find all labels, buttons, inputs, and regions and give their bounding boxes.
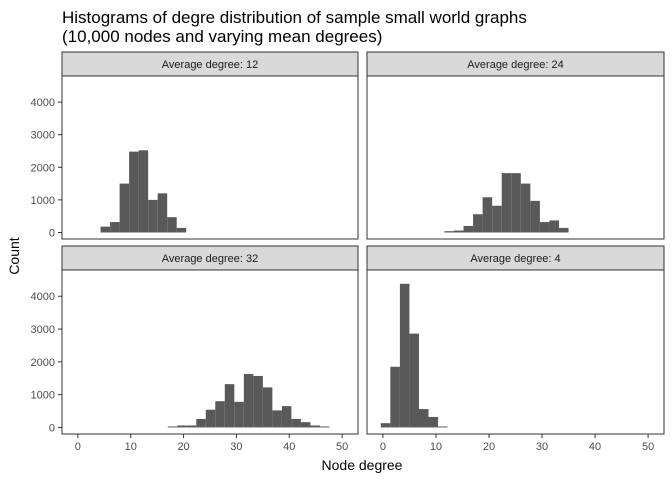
histogram-bar (380, 423, 391, 428)
facet-strip (366, 51, 665, 77)
histogram-bar (473, 214, 483, 233)
histogram-bar (205, 409, 216, 428)
x-tick-label: 30 (230, 441, 242, 453)
panel-border (61, 269, 359, 435)
x-tick-label: 50 (336, 441, 348, 453)
histogram-bar (310, 425, 320, 428)
y-tick-label: 1000 (31, 390, 55, 402)
x-tick-label: 20 (483, 441, 495, 453)
histogram-bar (253, 375, 263, 428)
x-tick-label: 10 (125, 441, 137, 453)
histogram-bar (453, 230, 464, 233)
facet-strip (366, 245, 665, 271)
histogram-bar (418, 409, 429, 428)
y-tick-label: 0 (49, 227, 55, 239)
histogram-bar (281, 406, 292, 428)
histogram-bar (234, 401, 244, 428)
histogram-bar (272, 410, 282, 428)
histogram-bar (409, 333, 419, 428)
histogram-bar (176, 227, 187, 233)
x-tick-label: 40 (589, 441, 601, 453)
histogram-bar (291, 418, 301, 428)
x-tick-label: 30 (536, 441, 548, 453)
panel-border (61, 75, 359, 240)
y-tick-label: 3000 (31, 324, 55, 336)
y-tick-label: 3000 (31, 130, 55, 142)
histogram-bar (511, 173, 521, 233)
x-tick-label: 40 (283, 441, 295, 453)
histogram-bar (444, 231, 454, 233)
panel-background (62, 76, 358, 239)
facet-strip-label: Average degree: 24 (467, 59, 563, 71)
chart-title-line-1: Histograms of degre distribution of samp… (62, 8, 527, 27)
facet-panel: Average degree: 24 (366, 51, 665, 240)
histogram-bar (186, 425, 197, 428)
y-tick-label: 4000 (31, 97, 55, 109)
histogram-bar (243, 373, 254, 428)
facet-panel: Average degree: 4 0 10 20 30 40 50 (366, 245, 665, 453)
histogram-bar (482, 197, 493, 233)
histogram-bar (119, 183, 130, 233)
histogram-bar (138, 150, 149, 233)
histogram-bar (558, 227, 569, 233)
histogram-bar (262, 387, 273, 428)
histogram-bar (148, 199, 158, 233)
histogram-bar (438, 426, 448, 428)
facet-panels: Average degree: 1201000200030004000Avera… (31, 51, 665, 453)
y-tick-label: 2000 (31, 162, 55, 174)
facet-strip (61, 245, 359, 271)
x-tick-label: 10 (430, 441, 442, 453)
y-tick-label: 4000 (31, 291, 55, 303)
histogram-bar (399, 283, 410, 428)
histogram-bar (110, 222, 120, 233)
histogram-bar (428, 416, 439, 428)
x-tick-label: 20 (177, 441, 189, 453)
histogram-bar (520, 183, 531, 233)
histogram-bar (224, 384, 235, 428)
facet-strip-label: Average degree: 12 (162, 59, 258, 71)
histogram-bar (319, 426, 330, 428)
histogram-bar (463, 225, 474, 233)
histogram-bar (196, 418, 206, 428)
facet-panel: Average degree: 32 0 1000 2000 3000 4000 0 10 20… (31, 245, 359, 453)
y-tick-label: 2000 (31, 357, 55, 369)
y-tick-label: 1000 (31, 195, 55, 207)
histogram-bar (215, 401, 225, 428)
histogram-bar (549, 220, 559, 233)
x-tick-label: 50 (642, 441, 654, 453)
histogram-bar (129, 151, 139, 233)
x-tick-label: 0 (380, 441, 386, 453)
y-tick-label: 0 (49, 422, 55, 434)
histogram-bar (167, 426, 178, 428)
facet-strip-label: Average degree: 4 (470, 253, 560, 265)
histogram-bar (539, 222, 550, 233)
facet-panel: Average degree: 12 0 1000 2000 3000 4000 (31, 51, 359, 240)
histogram-bar (390, 366, 400, 428)
panel-border (366, 75, 665, 240)
histogram-bar (530, 200, 540, 233)
histogram-bar (501, 173, 512, 233)
facet-strip-label: Average degree: 32 (162, 253, 258, 265)
histogram-bar (492, 205, 502, 233)
x-tick-label: 0 (75, 441, 81, 453)
histogram-bar (100, 226, 111, 233)
facet-strip (61, 51, 359, 77)
panel-border (366, 269, 665, 435)
panel-background (62, 270, 358, 434)
histogram-bar (300, 422, 311, 428)
histogram-bar (177, 425, 187, 428)
histogram-bar (157, 193, 168, 233)
histogram-bar (167, 217, 177, 233)
y-axis-title: Count (6, 237, 22, 274)
x-axis-title: Node degree (322, 457, 403, 473)
chart-title-line-2: (10,000 nodes and varying mean degrees) (62, 27, 382, 46)
